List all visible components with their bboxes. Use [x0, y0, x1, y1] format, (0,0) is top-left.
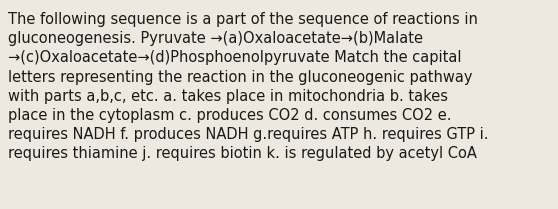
Text: The following sequence is a part of the sequence of reactions in
gluconeogenesis: The following sequence is a part of the … [8, 12, 488, 161]
